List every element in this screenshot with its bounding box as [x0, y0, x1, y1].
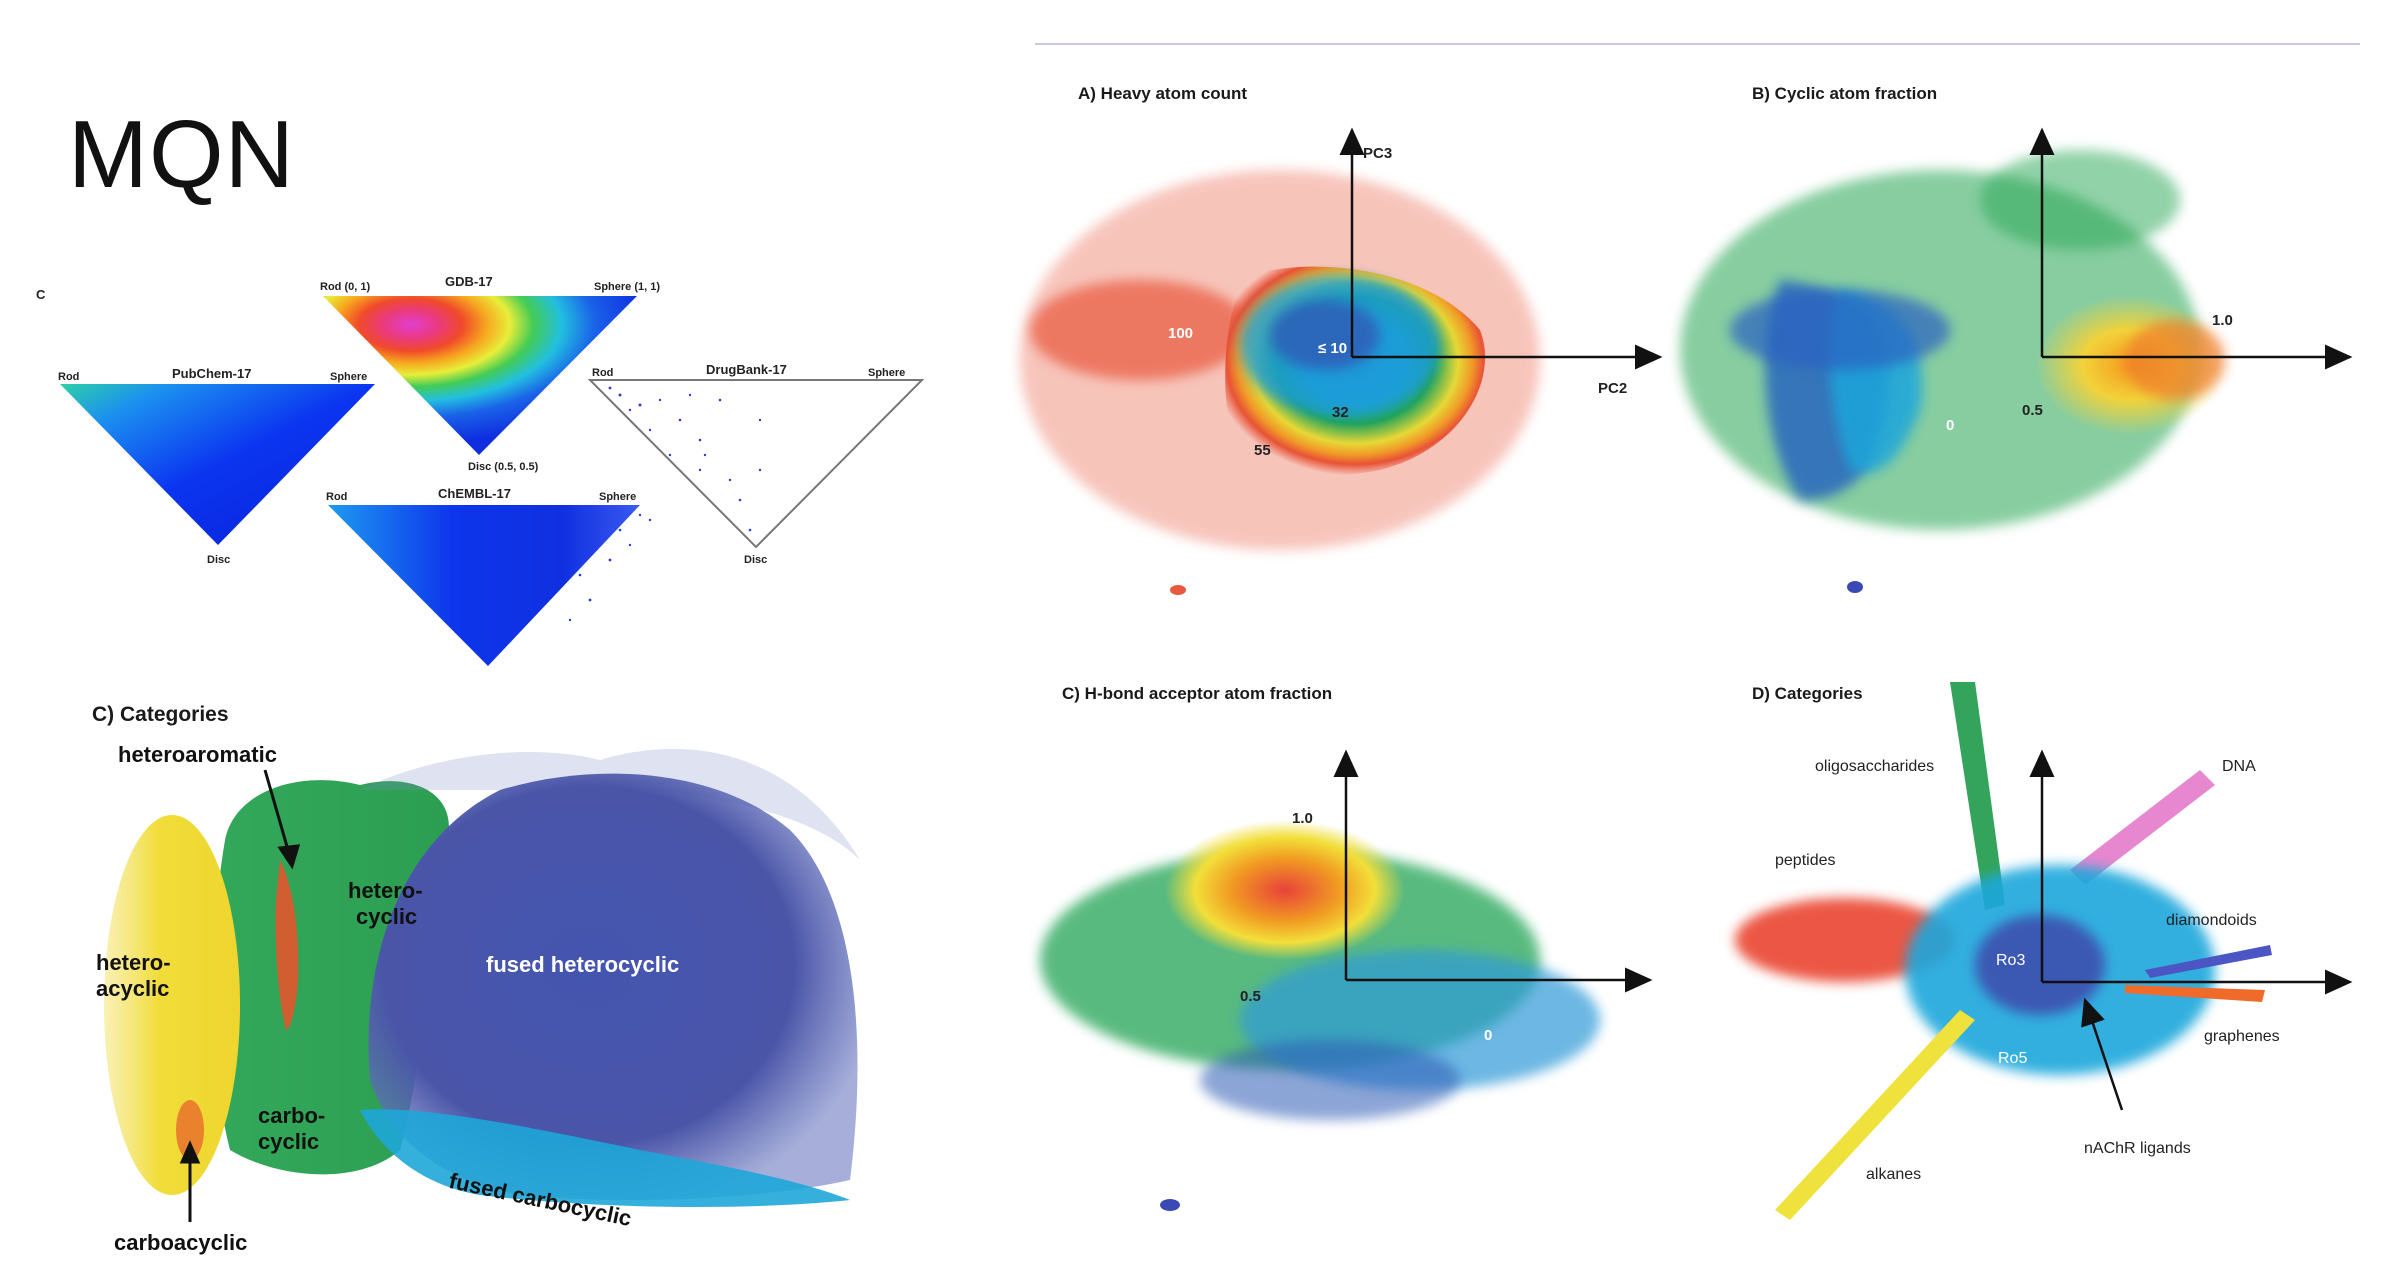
pubchem-sphere-label: Sphere: [330, 371, 368, 383]
alkanes-band: [1775, 1010, 1975, 1220]
panel-a-plot: [1020, 127, 1663, 595]
panel-a-label-55: 55: [1254, 442, 1271, 459]
panel-c-plot: [1040, 749, 1653, 1211]
panel-a-label-32: 32: [1332, 404, 1349, 421]
fused-carbocyclic-region: [360, 1109, 850, 1207]
heteroacyclic-label-line1: hetero-: [96, 950, 171, 975]
dna-band: [2070, 770, 2215, 885]
panel-c-label-05: 0.5: [1240, 988, 1261, 1005]
chembl-sphere-label: Sphere: [599, 491, 637, 503]
heteroaromatic-arrowhead: [277, 844, 301, 870]
heterocyclic-label: hetero- cyclic: [348, 878, 423, 930]
pubchem-rod-label: Rod: [58, 371, 80, 383]
panel-c-title: C) H-bond acceptor atom fraction: [1062, 684, 1333, 703]
chembl-rod-label: Rod: [326, 491, 348, 503]
chembl-scatter: [568, 513, 652, 622]
triangle-panel-letter: C: [36, 287, 46, 302]
carboacyclic-label: carboacyclic: [114, 1230, 248, 1255]
heteroaromatic-region: [275, 860, 299, 1030]
drugbank-sphere-label: Sphere: [868, 367, 906, 379]
heteroaromatic-label: heteroaromatic: [118, 742, 277, 767]
panel-d-oligosaccharides-label: oligosaccharides: [1815, 758, 1935, 775]
carboacyclic-arrowhead: [179, 1140, 201, 1164]
categories-left-title: C) Categories: [92, 703, 229, 726]
panel-a-title: A) Heavy atom count: [1078, 84, 1248, 103]
panel-a-pc3-label: PC3: [1363, 145, 1393, 162]
graphenes-band: [2125, 985, 2265, 1002]
panel-d-ro5-label: Ro5: [1998, 1050, 2028, 1067]
panel-d-peptides-label: peptides: [1775, 852, 1836, 869]
panel-b-title: B) Cyclic atom fraction: [1752, 84, 1938, 103]
panel-b-label-0: 0: [1946, 417, 1955, 434]
oligosaccharides-band: [1950, 682, 2005, 910]
gdb-disc-label: Disc (0.5, 0.5): [468, 461, 539, 473]
heteroacyclic-label: hetero- acyclic: [96, 950, 171, 1002]
peptides-band: [1735, 898, 1955, 982]
carbocyclic-label-line1: carbo-: [258, 1103, 326, 1128]
chembl-name: ChEMBL-17: [438, 486, 511, 501]
heterocyclic-label-line1: hetero-: [348, 878, 423, 903]
panel-d-dna-label: DNA: [2222, 758, 2256, 775]
panel-c-label-0: 0: [1484, 1027, 1493, 1044]
drugbank-name: DrugBank-17: [706, 362, 787, 377]
heteroacyclic-region: [104, 815, 240, 1195]
triangle-figure: [60, 296, 925, 666]
panel-d-ro3-label: Ro3: [1996, 952, 2026, 969]
fused-heterocyclic-region: [368, 773, 858, 1200]
panel-d-diamondoids-label: diamondoids: [2166, 912, 2257, 929]
panel-b-label-1: 1.0: [2212, 312, 2233, 329]
gdb-rod-label: Rod (0, 1): [320, 281, 371, 293]
panel-b-label-05: 0.5: [2022, 402, 2043, 419]
panel-d-graphenes-label: graphenes: [2204, 1028, 2280, 1045]
drugbank-disc-label: Disc: [744, 554, 768, 566]
panel-d-nachr-label: nAChR ligands: [2084, 1140, 2191, 1157]
pubchem-name: PubChem-17: [172, 366, 252, 381]
panel-a-pc2-label: PC2: [1598, 380, 1628, 397]
panel-b-plot: [1680, 127, 2353, 593]
pubchem-triangle: [60, 384, 375, 545]
carbocyclic-label: carbo- cyclic: [258, 1103, 325, 1155]
gdb-sphere-label: Sphere (1, 1): [594, 281, 661, 293]
panel-d-alkanes-label: alkanes: [1866, 1166, 1922, 1183]
drugbank-rod-label: Rod: [592, 367, 614, 379]
gdb-name: GDB-17: [445, 274, 493, 289]
heterocyclic-label-line2: cyclic: [356, 904, 418, 929]
panel-c-label-1: 1.0: [1292, 810, 1313, 827]
diamondoids-band: [2145, 945, 2272, 978]
heteroacyclic-label-line2: acyclic: [96, 976, 170, 1001]
top-rule: [1035, 43, 2360, 45]
fused-heterocyclic-label: fused heterocyclic: [486, 952, 680, 977]
chembl-triangle: [328, 505, 640, 666]
pubchem-disc-label: Disc: [207, 554, 231, 566]
categories-left-figure: [104, 748, 860, 1222]
slide-title: MQN: [68, 101, 295, 208]
panel-d-plot: [1735, 682, 2353, 1220]
drugbank-triangle: [587, 379, 925, 549]
panel-d-title: D) Categories: [1752, 684, 1863, 703]
ro3-region: [1975, 915, 2105, 1015]
gdb-triangle: [323, 296, 637, 455]
panel-a-label-100: 100: [1168, 325, 1194, 342]
carbocyclic-label-line2: cyclic: [258, 1129, 320, 1154]
drugbank-points: [608, 386, 762, 532]
panel-a-label-10: ≤ 10: [1318, 340, 1348, 357]
